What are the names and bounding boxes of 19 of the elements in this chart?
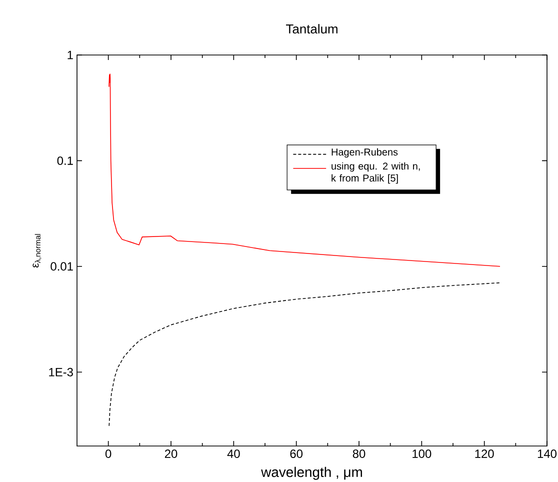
x-tick-label: 20 [164, 450, 178, 458]
legend-label: Hagen-Rubens [332, 148, 398, 158]
y-tick-label: 0.01 [50, 262, 73, 271]
line-series [108, 74, 500, 267]
line-series [108, 282, 500, 426]
x-axis-title: wavelength , μm [261, 466, 362, 480]
y-tick-label: 1E-3 [49, 368, 73, 376]
x-tick-label: 100 [412, 450, 432, 458]
x-tick-label: 80 [352, 450, 366, 458]
chart-title: Tantalum [286, 24, 338, 34]
x-tick-label: 0 [105, 450, 112, 458]
y-tick-label: 0.1 [57, 156, 73, 165]
y-axis-title: ε$_{λ,normal}$ [32, 234, 42, 268]
legend-label: using equ. 2 with n, k from Palik [5] [332, 162, 420, 184]
y-tick-label: 1 [68, 50, 73, 60]
x-tick-label: 140 [538, 450, 557, 458]
x-tick-label: 40 [227, 450, 240, 458]
x-tick-label: 60 [290, 450, 303, 458]
x-tick-label: 120 [475, 450, 494, 458]
